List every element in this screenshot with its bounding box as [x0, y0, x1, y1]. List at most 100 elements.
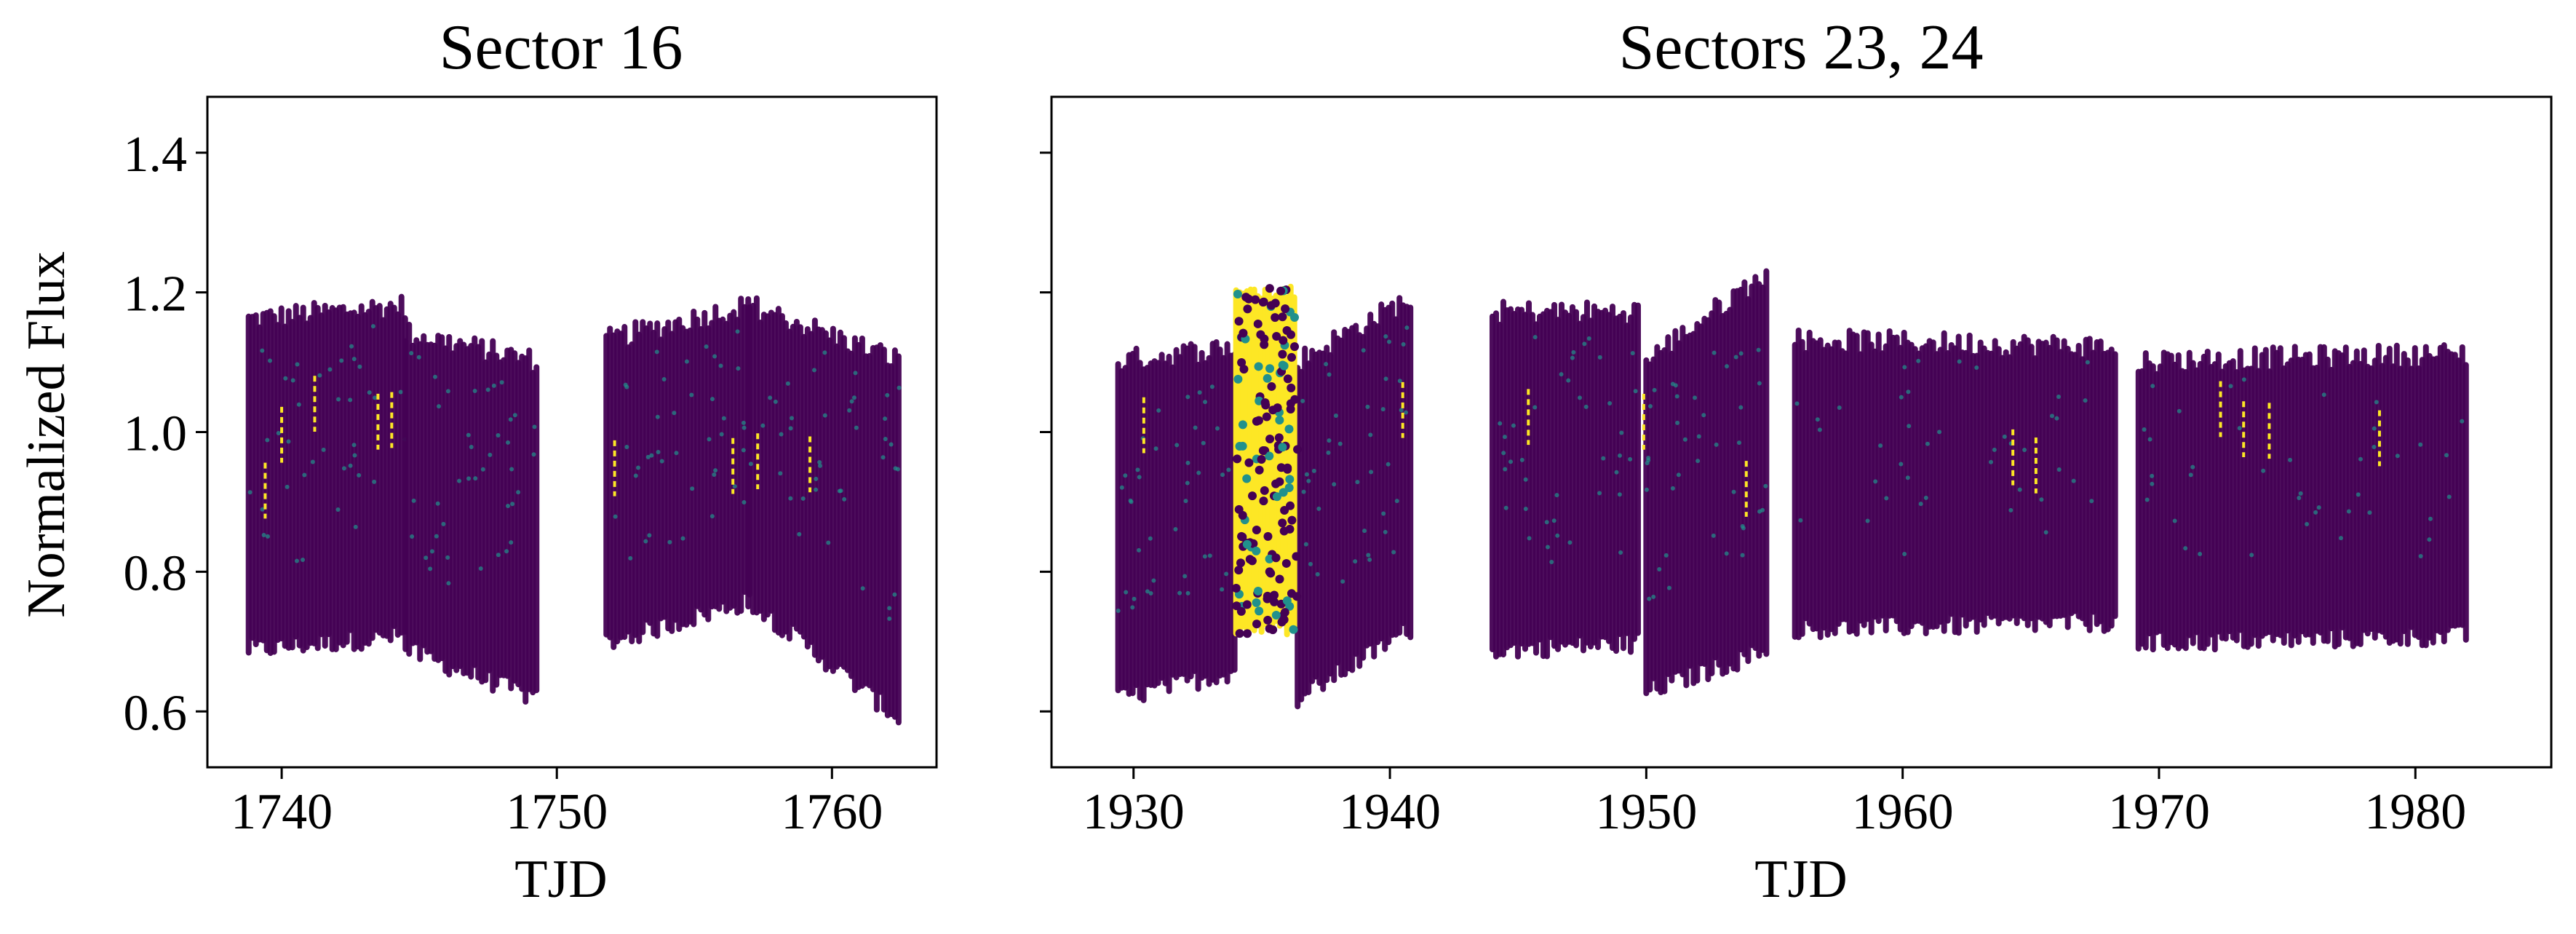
noisy-point: [1262, 412, 1271, 422]
flux-point-mid: [1501, 451, 1506, 456]
flux-point-mid: [341, 466, 346, 471]
flux-point-mid: [1207, 553, 1212, 558]
flux-point-mid: [434, 534, 439, 539]
flux-point-mid: [1899, 462, 1904, 467]
noisy-point: [1271, 610, 1281, 620]
noisy-point: [1276, 286, 1286, 296]
flux-point-mid: [2367, 510, 2372, 515]
flux-point-mid: [357, 364, 362, 369]
flux-point-mid: [1571, 349, 1576, 355]
flux-point-mid: [779, 432, 784, 437]
flux-point-mid: [428, 566, 433, 571]
flux-point-mid: [491, 383, 496, 388]
noisy-point: [1233, 374, 1243, 384]
noisy-point: [1263, 373, 1272, 383]
noisy-point: [1275, 416, 1284, 425]
flux-point-mid: [1607, 400, 1613, 405]
flux-point-mid: [317, 373, 322, 378]
x-tick-label-s2324: 1970: [2108, 784, 2210, 840]
noisy-point: [1280, 608, 1289, 617]
flux-point-mid: [1333, 413, 1338, 418]
flux-point-mid: [1619, 430, 1624, 435]
noisy-point: [1255, 465, 1264, 475]
flux-point-mid: [785, 381, 790, 386]
noisy-point: [1279, 615, 1289, 625]
noisy-point: [1257, 455, 1266, 464]
flux-point-mid: [1597, 491, 1602, 496]
flux-point-mid: [2313, 510, 2318, 515]
flux-point-mid: [1618, 550, 1623, 555]
flux-point-mid: [1577, 395, 1582, 400]
flux-point-mid: [887, 606, 892, 611]
flux-point-mid: [1676, 472, 1681, 478]
flux-point-mid: [265, 438, 270, 443]
flux-point-mid: [748, 462, 753, 467]
flux-point-mid: [296, 402, 301, 407]
flux-point-mid: [1316, 506, 1321, 511]
noisy-point: [1283, 463, 1292, 472]
panel-title-sectors-23-24: Sectors 23, 24: [1618, 12, 1983, 83]
noisy-point: [1258, 446, 1268, 455]
flux-point-mid: [1523, 506, 1528, 511]
flux-point-mid: [838, 488, 843, 494]
flux-point-mid: [437, 404, 442, 409]
flux-point-mid: [895, 467, 900, 472]
flux-point-mid: [883, 437, 888, 442]
light-curve-segment: [1115, 339, 1238, 703]
flux-point-mid: [1383, 376, 1388, 381]
flux-point-mid: [1368, 432, 1373, 438]
flux-point-mid: [1815, 417, 1820, 422]
flux-point-mid: [321, 447, 326, 452]
flux-point-mid: [351, 357, 357, 362]
flux-point-mid: [1597, 355, 1602, 360]
flux-point-mid: [2054, 416, 2059, 421]
flux-point-mid: [1503, 505, 1508, 510]
flux-point-mid: [2374, 400, 2379, 405]
flux-point-mid: [1884, 496, 1889, 501]
flux-point-mid: [2261, 468, 2266, 473]
flux-point-mid: [814, 476, 819, 481]
flux-point-mid: [2150, 481, 2155, 486]
noisy-point: [1256, 330, 1265, 339]
flux-point-mid: [1905, 475, 1910, 480]
flux-point-mid: [647, 533, 652, 538]
flux-point-mid: [2177, 408, 2182, 413]
flux-point-mid: [1760, 507, 1765, 512]
flux-point-mid: [435, 501, 440, 506]
flux-point-mid: [531, 452, 536, 457]
noisy-point: [1282, 326, 1292, 336]
noisy-point: [1252, 598, 1261, 607]
flux-point-mid: [504, 549, 509, 554]
flux-point-mid: [485, 387, 490, 392]
flux-point-mid: [1391, 550, 1396, 555]
flux-point-mid: [2460, 419, 2465, 424]
noisy-point: [1287, 515, 1297, 525]
flux-point-mid: [2395, 454, 2400, 459]
flux-point-mid: [348, 463, 353, 468]
flux-point-mid: [613, 514, 618, 519]
flux-point-mid: [1380, 407, 1386, 412]
flux-point-mid: [1794, 401, 1800, 406]
noisy-point: [1236, 606, 1246, 616]
flux-point-mid: [1185, 590, 1190, 595]
flux-point-mid: [1311, 468, 1316, 473]
flux-point-mid: [2372, 426, 2377, 431]
flux-point-mid: [1156, 408, 1161, 413]
flux-point-mid: [351, 443, 357, 448]
flux-point-mid: [512, 413, 517, 418]
noisy-point: [1292, 592, 1302, 601]
flux-point-mid: [1386, 339, 1391, 344]
flux-point-mid: [1148, 590, 1153, 595]
flux-point-mid: [1633, 389, 1638, 394]
flux-point-mid: [260, 348, 265, 353]
flux-point-mid: [506, 440, 511, 445]
noisy-point: [1287, 383, 1296, 392]
flux-point-mid: [847, 408, 852, 413]
flux-point-mid: [457, 478, 462, 483]
noisy-point: [1235, 442, 1244, 451]
flux-point-mid: [1215, 426, 1220, 431]
light-curve-segment: [746, 295, 902, 726]
flux-point-mid: [1878, 443, 1883, 448]
flux-point-mid: [1300, 398, 1305, 403]
flux-point-mid: [704, 344, 709, 349]
